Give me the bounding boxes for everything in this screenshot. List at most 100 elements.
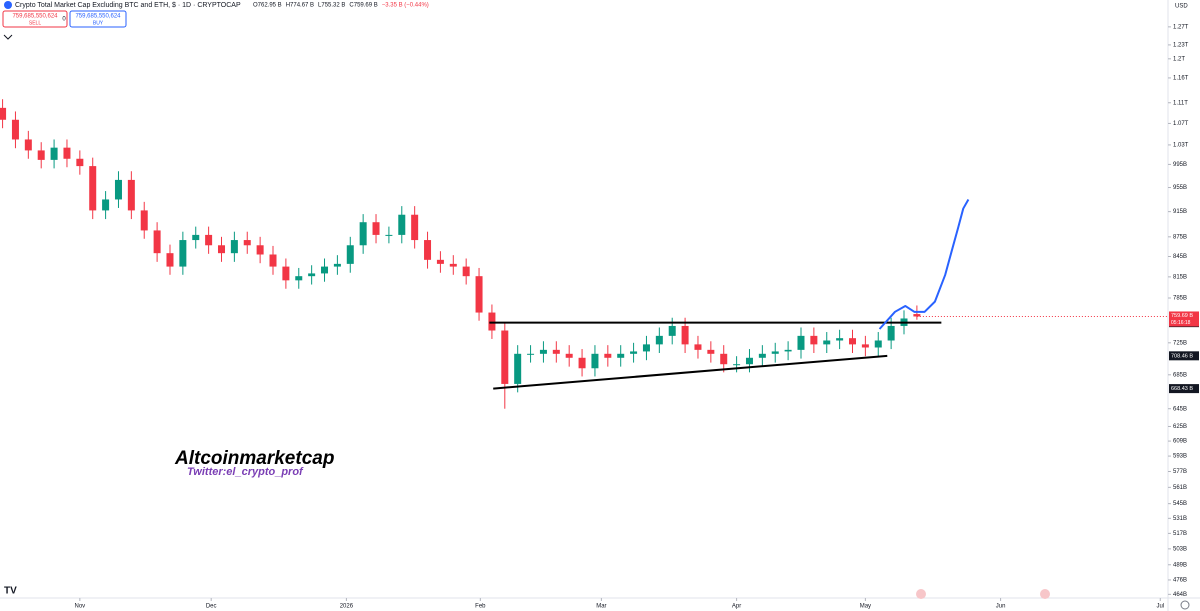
y-tick-label: 645B bbox=[1173, 406, 1187, 412]
candle-body bbox=[527, 353, 535, 355]
y-tick-label: 955B bbox=[1173, 185, 1187, 191]
candle-body bbox=[295, 276, 303, 281]
candle-body bbox=[269, 254, 277, 267]
support-badge bbox=[1169, 351, 1199, 361]
y-tick-label: 625B bbox=[1173, 424, 1187, 430]
y-tick-label: 815B bbox=[1173, 274, 1187, 280]
candle-body bbox=[565, 353, 573, 358]
candle-body bbox=[333, 263, 341, 267]
ohlc-value: H774.67 B bbox=[286, 3, 314, 9]
candle-body bbox=[153, 230, 161, 254]
candle-body bbox=[913, 314, 921, 317]
sell-button[interactable] bbox=[2, 10, 68, 28]
x-tick-label: Mar bbox=[596, 604, 606, 610]
tradingview-logo: TV bbox=[4, 586, 17, 597]
countdown: 05:16:18 bbox=[1171, 320, 1191, 326]
spread: 0 bbox=[62, 17, 66, 23]
y-tick-label: 1.07T bbox=[1173, 121, 1189, 127]
y-tick-label: 845B bbox=[1173, 254, 1187, 260]
candle-body bbox=[256, 245, 264, 255]
candle-body bbox=[230, 240, 238, 254]
candle-body bbox=[475, 276, 483, 313]
y-tick-label: 875B bbox=[1173, 234, 1187, 240]
candle-body bbox=[37, 150, 45, 160]
candle-body bbox=[630, 351, 638, 354]
buy-button[interactable] bbox=[69, 10, 127, 28]
candle-body bbox=[192, 234, 200, 241]
last-price-badge bbox=[1169, 311, 1199, 327]
candle-body bbox=[114, 179, 122, 200]
y-tick-label: 685B bbox=[1173, 372, 1187, 378]
x-tick-label: Apr bbox=[732, 604, 741, 610]
symbol-title: Crypto Total Market Cap Excluding BTC an… bbox=[15, 2, 241, 9]
candle-body bbox=[102, 199, 110, 211]
candle-body bbox=[140, 210, 148, 231]
candle-body bbox=[205, 234, 213, 246]
candle-body bbox=[745, 357, 753, 365]
candle-body bbox=[24, 139, 32, 151]
y-tick-label: 476B bbox=[1173, 578, 1187, 584]
x-tick-label: Feb bbox=[475, 604, 486, 610]
candle-body bbox=[372, 222, 380, 235]
candle-body bbox=[552, 349, 560, 354]
y-tick-label: 517B bbox=[1173, 531, 1187, 537]
candle-body bbox=[604, 353, 612, 358]
candle-body bbox=[89, 166, 97, 211]
buy-label: BUY bbox=[93, 20, 104, 26]
watermark-title: Altcoinmarketcap bbox=[174, 448, 334, 469]
y-tick-label: 609B bbox=[1173, 439, 1187, 445]
candle-body bbox=[797, 335, 805, 350]
y-tick-label: 1.03T bbox=[1173, 142, 1189, 148]
ohlc-value: L755.32 B bbox=[318, 3, 345, 9]
support-badge bbox=[1169, 384, 1199, 394]
y-tick-label: 545B bbox=[1173, 501, 1187, 507]
candle-body bbox=[823, 340, 831, 345]
candle-body bbox=[771, 351, 779, 354]
x-tick-label: Jul bbox=[1156, 604, 1164, 610]
candle-body bbox=[514, 353, 522, 384]
x-tick-label: May bbox=[860, 604, 871, 610]
y-tick-label: 915B bbox=[1173, 209, 1187, 215]
last-price-label: 759.69 B bbox=[1171, 313, 1193, 319]
y-tick-label: 995B bbox=[1173, 162, 1187, 168]
y-tick-label: 503B bbox=[1173, 546, 1187, 552]
sell-price: 759,685,550,624 bbox=[12, 14, 58, 20]
collapse-toggle[interactable] bbox=[3, 34, 13, 40]
candle-body bbox=[166, 253, 174, 267]
candle-body bbox=[321, 266, 329, 274]
candle-body bbox=[578, 357, 586, 369]
symbol-icon bbox=[4, 1, 12, 9]
candle-body bbox=[424, 240, 432, 260]
x-tick-label: Jun bbox=[996, 604, 1006, 610]
candle-body bbox=[282, 266, 290, 281]
currency: USD bbox=[1175, 4, 1188, 10]
projection-line bbox=[878, 198, 970, 330]
y-tick-label: 464B bbox=[1173, 592, 1187, 598]
y-tick-label: 1.27T bbox=[1173, 24, 1189, 30]
event-flag[interactable] bbox=[916, 589, 926, 599]
event-flag[interactable] bbox=[1040, 589, 1050, 599]
candle-body bbox=[346, 245, 354, 264]
candle-body bbox=[449, 263, 457, 267]
candle-body bbox=[488, 312, 496, 331]
settings-icon[interactable] bbox=[1180, 600, 1190, 610]
candle-body bbox=[707, 349, 715, 354]
candle-body bbox=[836, 338, 844, 341]
candle-body bbox=[63, 147, 71, 159]
y-tick-label: 561B bbox=[1173, 485, 1187, 491]
candle-body bbox=[539, 349, 547, 354]
candle-body bbox=[887, 325, 895, 341]
ohlc-value: C759.69 B bbox=[349, 3, 377, 9]
candle-body bbox=[179, 240, 187, 267]
y-tick-label: 1.23T bbox=[1173, 42, 1189, 48]
candle-body bbox=[810, 335, 818, 345]
candle-body bbox=[758, 353, 766, 358]
y-tick-label: 725B bbox=[1173, 340, 1187, 346]
y-tick-label: 1.2T bbox=[1173, 56, 1185, 62]
candle-body bbox=[11, 119, 19, 140]
candle-body bbox=[861, 344, 869, 348]
x-tick-label: 2026 bbox=[340, 604, 354, 610]
y-tick-label: 785B bbox=[1173, 296, 1187, 302]
ohlc-value: O762.95 B bbox=[253, 3, 282, 9]
